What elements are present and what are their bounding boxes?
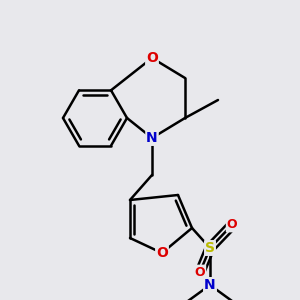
Text: N: N <box>204 278 216 292</box>
Text: S: S <box>205 241 215 255</box>
Text: O: O <box>227 218 237 232</box>
Text: N: N <box>146 131 158 145</box>
Text: O: O <box>146 51 158 65</box>
Text: N: N <box>204 278 216 292</box>
Text: O: O <box>195 266 205 278</box>
Text: O: O <box>156 246 168 260</box>
